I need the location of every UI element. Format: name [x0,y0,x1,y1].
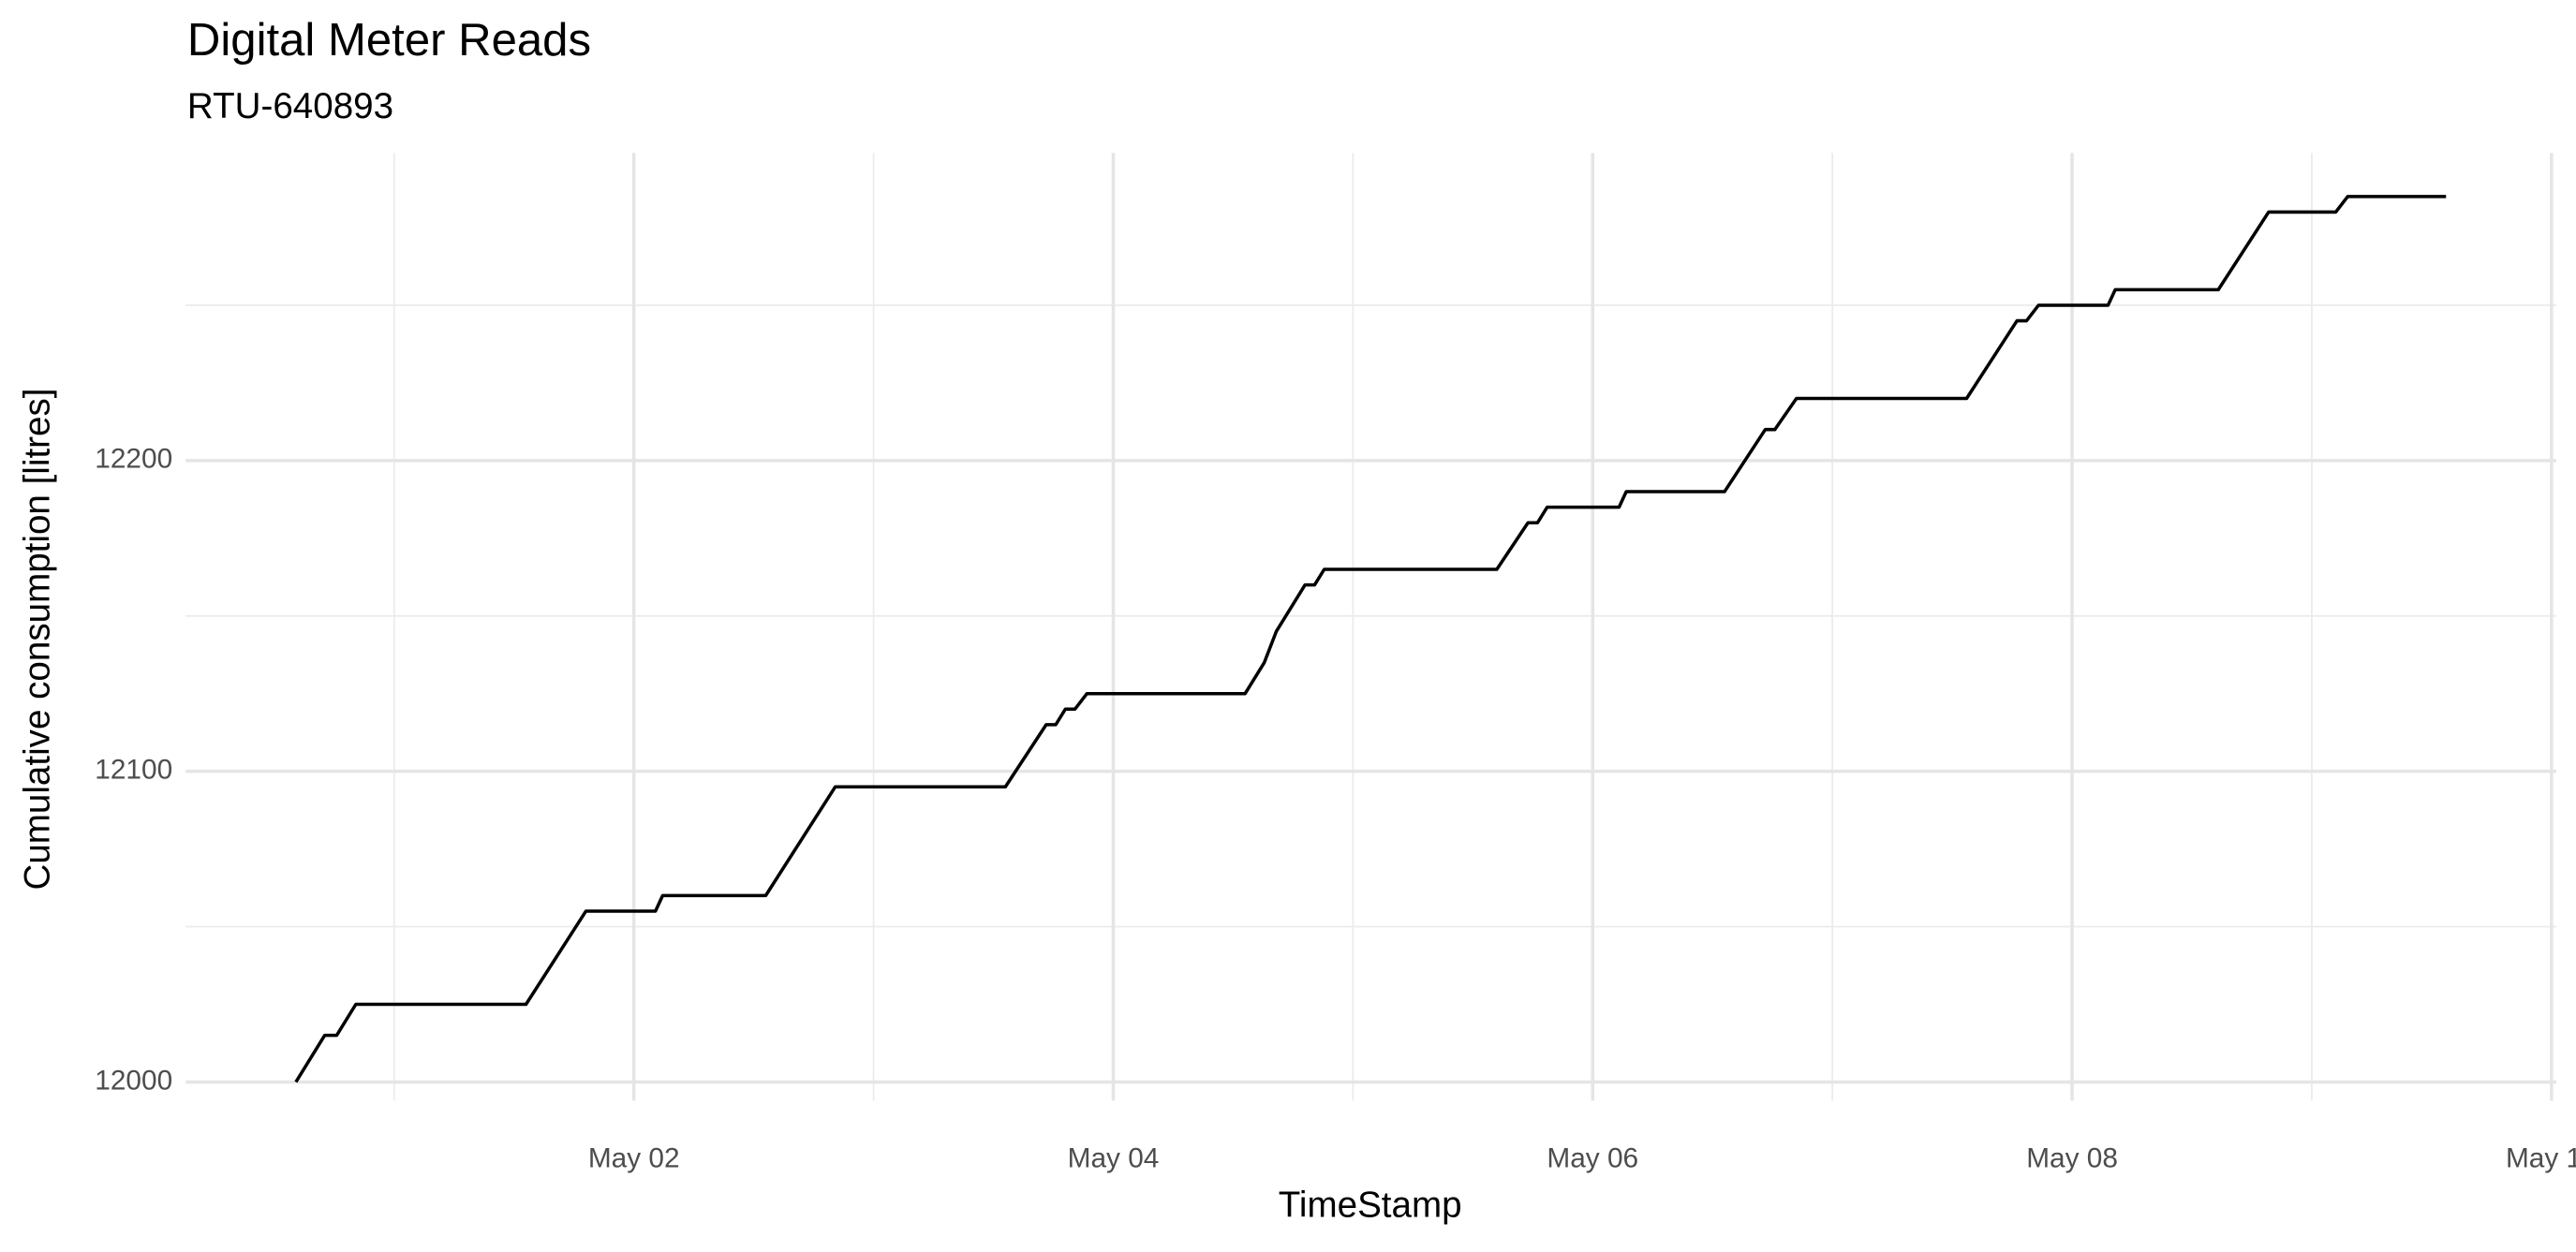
plot [294,195,2447,1083]
x-tick-label: May 10 [2506,1142,2576,1173]
y-tick-label: 12200 [95,444,172,475]
x-tick-label: May 02 [588,1142,680,1173]
x-tick-label: May 04 [1068,1142,1160,1173]
line [294,195,2447,1083]
y-tick-label: 12100 [95,755,172,786]
y-axis-title: Cumulative consumption [litres] [17,389,57,891]
chart-title: Digital Meter Reads [187,15,591,66]
x-tick-label: May 06 [1547,1142,1638,1173]
grid: 12000 12100 12200 May 02 May 04 May 06 May 08 M… [95,153,2576,1173]
x-axis-title: TimeStamp [1279,1186,1462,1226]
chart-subtitle: RTU-640893 [187,86,393,126]
x-tick-label: May 08 [2026,1142,2118,1173]
y-tick-label: 12000 [95,1065,172,1096]
